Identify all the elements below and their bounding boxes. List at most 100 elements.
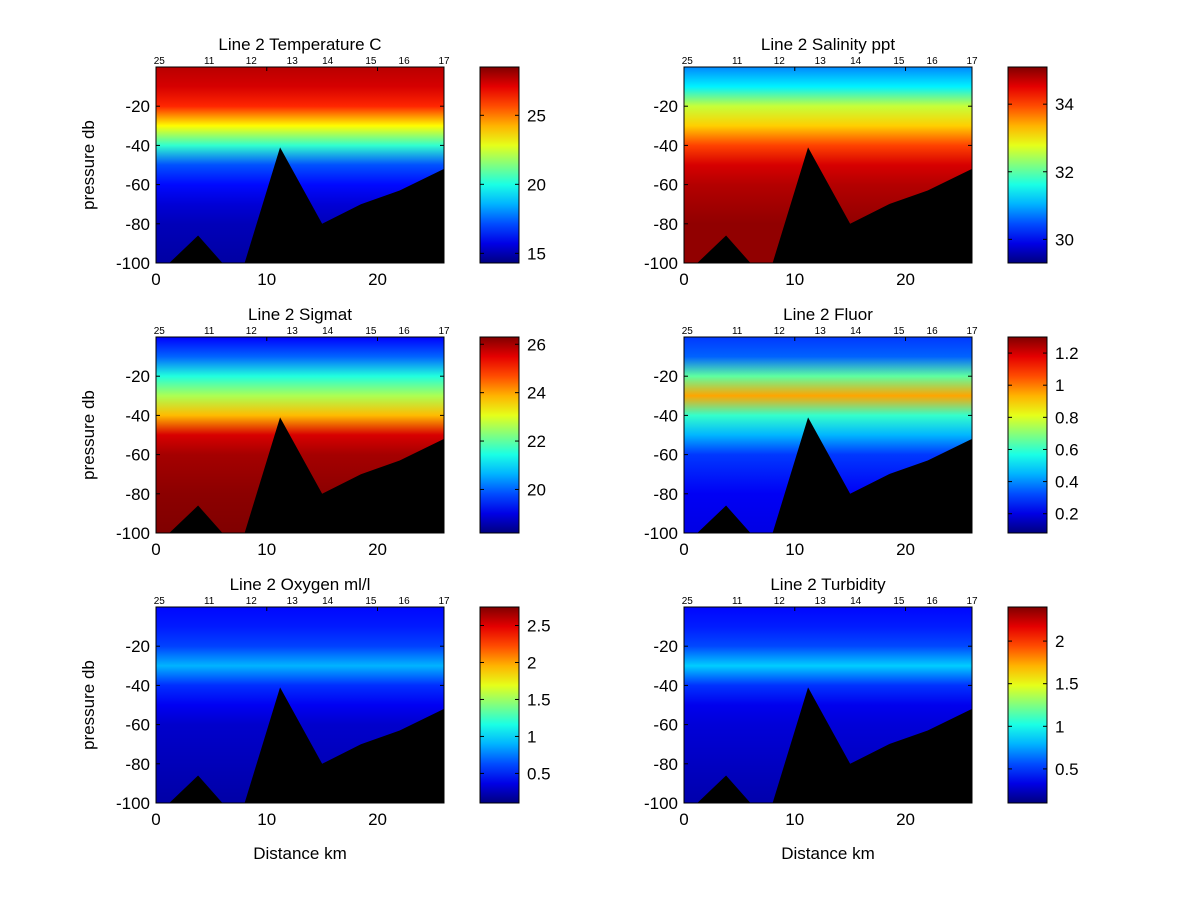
x-tick-label: 0 xyxy=(151,810,160,829)
panel-3: Line 2 Sigmat 25 11 12 13 14 15 16 17 0 10 20 -20 -40… xyxy=(79,305,546,559)
colorbar-tick-label: 20 xyxy=(527,175,546,194)
y-tick-label: -20 xyxy=(125,97,150,116)
station-label: 16 xyxy=(399,326,411,337)
station-label: 12 xyxy=(774,56,786,67)
colorbar-tick-label: 0.5 xyxy=(527,764,551,783)
chart-title: Line 2 Temperature C xyxy=(218,35,381,54)
y-tick-label: -60 xyxy=(125,716,150,735)
y-tick-label: -40 xyxy=(125,136,150,155)
station-label: 16 xyxy=(399,56,411,67)
station-label: 25 xyxy=(682,56,694,67)
colorbar-tick-label: 0.2 xyxy=(1055,505,1079,524)
station-label: 13 xyxy=(287,326,299,337)
colorbar-tick-label: 24 xyxy=(527,384,546,403)
station-label: 11 xyxy=(732,596,743,607)
x-tick-label: 10 xyxy=(785,270,804,289)
panel-1: Line 2 Temperature C 25 11 12 13 14 15 16 17 0 10 2… xyxy=(79,35,546,289)
y-tick-label: -80 xyxy=(653,485,678,504)
station-label: 25 xyxy=(154,326,166,337)
station-label: 25 xyxy=(154,56,166,67)
station-label: 13 xyxy=(287,596,299,607)
station-label: 17 xyxy=(966,596,978,607)
y-tick-label: -80 xyxy=(125,485,150,504)
y-tick-label: -60 xyxy=(653,716,678,735)
y-tick-label: -100 xyxy=(644,794,678,813)
y-tick-label: -60 xyxy=(653,176,678,195)
colorbar-tick-label: 34 xyxy=(1055,95,1074,114)
chart-title: Line 2 Salinity ppt xyxy=(761,35,895,54)
y-tick-label: -80 xyxy=(125,215,150,234)
bottom-topography xyxy=(684,417,972,533)
colorbar-tick-label: 0.5 xyxy=(1055,760,1079,779)
y-tick-label: -20 xyxy=(653,637,678,656)
station-label: 17 xyxy=(438,56,450,67)
bottom-topography xyxy=(684,147,972,263)
y-tick-label: -20 xyxy=(125,367,150,386)
colorbar-tick-label: 32 xyxy=(1055,163,1074,182)
station-label: 13 xyxy=(287,56,299,67)
y-tick-label: -80 xyxy=(125,755,150,774)
station-label: 11 xyxy=(204,56,215,67)
station-label: 15 xyxy=(893,596,905,607)
plot-frame xyxy=(155,606,445,804)
y-tick-label: -40 xyxy=(653,676,678,695)
station-label: 13 xyxy=(815,326,827,337)
y-tick-label: -60 xyxy=(125,446,150,465)
station-label: 17 xyxy=(438,596,450,607)
y-tick-label: -20 xyxy=(125,637,150,656)
y-tick-label: -100 xyxy=(116,524,150,543)
plot-frame xyxy=(683,336,973,534)
colorbar-tick-label: 22 xyxy=(527,432,546,451)
x-tick-label: 0 xyxy=(679,540,688,559)
station-label: 25 xyxy=(682,326,694,337)
station-label: 11 xyxy=(204,596,215,607)
colorbar xyxy=(1007,606,1048,804)
station-label: 17 xyxy=(966,326,978,337)
x-tick-label: 10 xyxy=(785,810,804,829)
colorbar-tick-label: 0.6 xyxy=(1055,440,1079,459)
station-label: 11 xyxy=(204,326,215,337)
y-tick-label: -40 xyxy=(653,406,678,425)
station-label: 15 xyxy=(893,326,905,337)
colorbar xyxy=(479,66,520,264)
station-label: 15 xyxy=(365,596,377,607)
colorbar-tick-label: 1.2 xyxy=(1055,344,1079,363)
colorbar-tick-label: 2 xyxy=(1055,632,1064,651)
panel-5: Line 2 Oxygen ml/l25 11 12 13 14 15 16 170 10 20-… xyxy=(79,575,551,863)
bottom-topography xyxy=(156,417,444,533)
station-label: 13 xyxy=(815,56,827,67)
x-tick-label: 10 xyxy=(257,270,276,289)
bottom-topography xyxy=(156,687,444,803)
station-label: 16 xyxy=(927,596,939,607)
colorbar-tick-label: 30 xyxy=(1055,230,1074,249)
plot-frame xyxy=(155,66,445,264)
station-label: 12 xyxy=(774,326,786,337)
x-tick-label: 20 xyxy=(368,540,387,559)
colorbar xyxy=(1007,336,1048,534)
y-axis-label: pressure db xyxy=(79,120,98,210)
colorbar-tick-label: 15 xyxy=(527,244,546,263)
station-label: 14 xyxy=(850,326,862,337)
colorbar-tick-label: 20 xyxy=(527,480,546,499)
colorbar-tick-label: 26 xyxy=(527,335,546,354)
colorbar-tick-label: 1.5 xyxy=(1055,675,1079,694)
chart-title: Line 2 Fluor xyxy=(783,305,873,324)
colorbar-tick-label: 1.5 xyxy=(527,690,551,709)
station-label: 16 xyxy=(399,596,411,607)
y-tick-label: -40 xyxy=(125,676,150,695)
x-tick-label: 20 xyxy=(368,810,387,829)
station-label: 15 xyxy=(365,56,377,67)
station-label: 15 xyxy=(893,56,905,67)
colorbar xyxy=(1007,66,1048,264)
y-tick-label: -20 xyxy=(653,367,678,386)
colorbar-tick-label: 2.5 xyxy=(527,616,551,635)
x-tick-label: 20 xyxy=(896,270,915,289)
station-label: 11 xyxy=(732,326,743,337)
station-label: 14 xyxy=(322,326,334,337)
y-axis-label: pressure db xyxy=(79,660,98,750)
x-axis-label: Distance km xyxy=(781,844,875,863)
x-tick-label: 20 xyxy=(896,810,915,829)
y-tick-label: -80 xyxy=(653,755,678,774)
